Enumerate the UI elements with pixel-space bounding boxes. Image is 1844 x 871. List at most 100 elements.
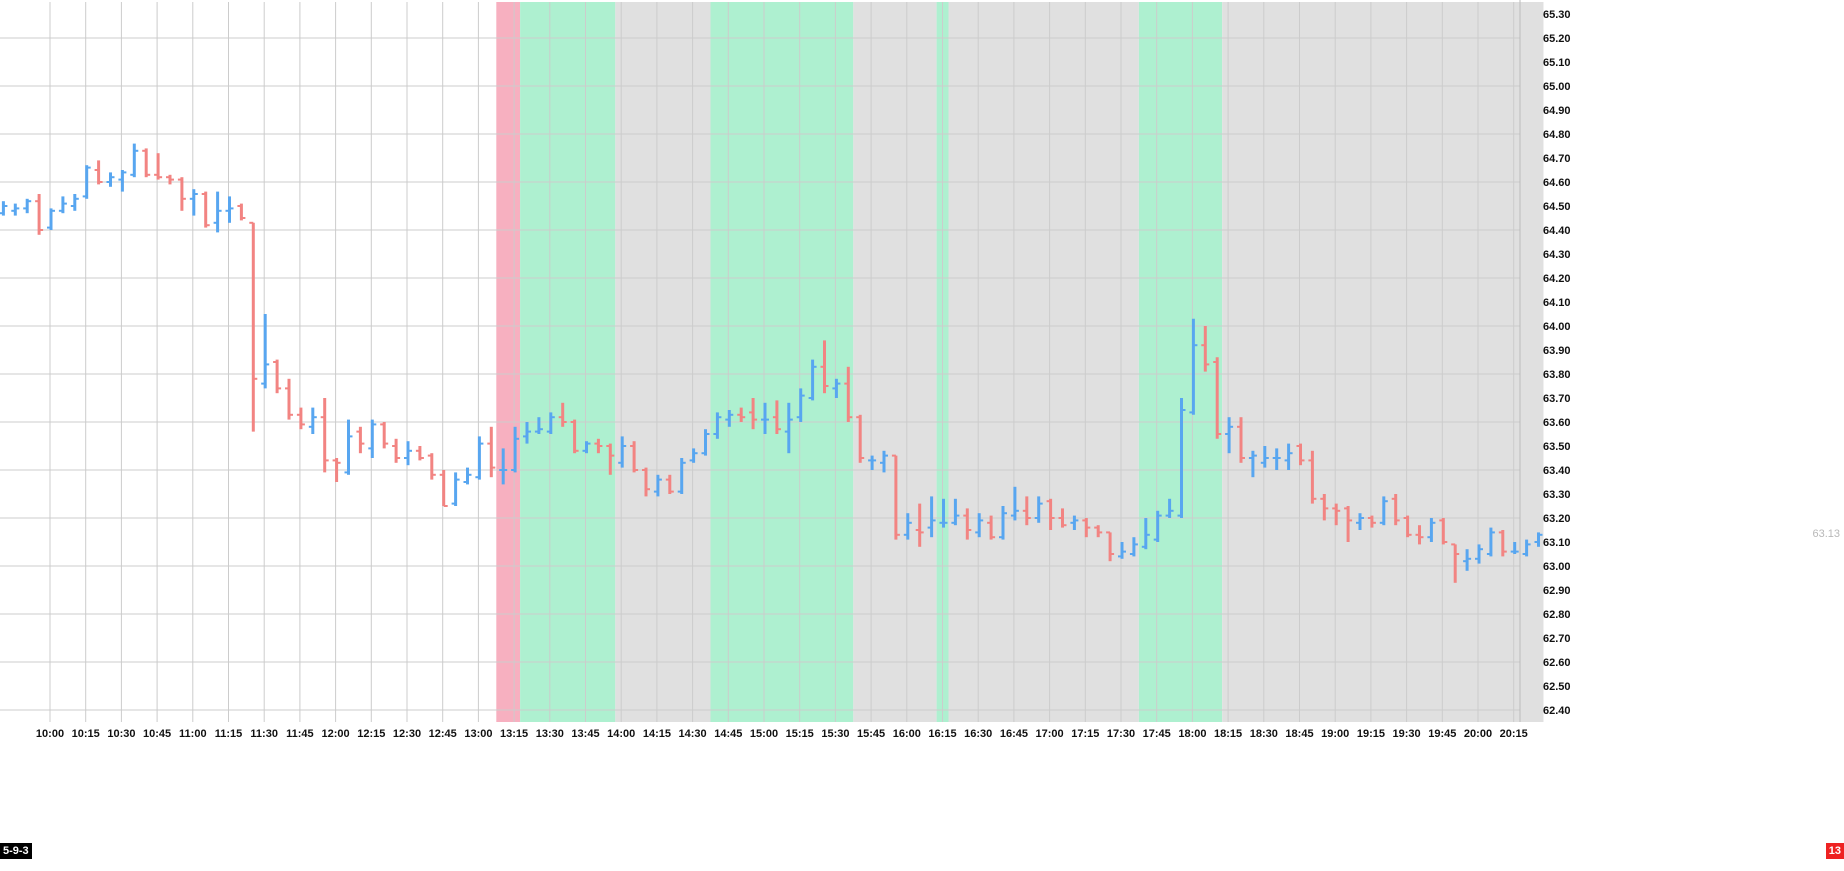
ohlc-bar bbox=[1415, 525, 1424, 545]
ohlc-bar bbox=[1034, 496, 1043, 523]
ohlc-bar bbox=[1225, 417, 1234, 454]
ohlc-bar bbox=[213, 191, 222, 233]
ohlc-bar bbox=[1058, 508, 1067, 528]
ohlc-bar bbox=[1534, 532, 1543, 547]
x-tick-label: 10:00 bbox=[36, 728, 64, 740]
ohlc-bar bbox=[1082, 518, 1091, 538]
ohlc-bar bbox=[1367, 515, 1376, 528]
y-tick-label: 63.20 bbox=[1543, 513, 1571, 525]
ohlc-bar bbox=[725, 410, 734, 427]
ohlc-bar bbox=[1165, 498, 1174, 518]
ohlc-bar bbox=[844, 366, 853, 422]
ohlc-bar bbox=[784, 402, 793, 454]
x-tick-label: 10:45 bbox=[143, 728, 171, 740]
y-tick-label: 62.40 bbox=[1543, 705, 1571, 717]
grid-lines bbox=[0, 0, 1521, 722]
x-tick-label: 11:15 bbox=[215, 728, 243, 740]
x-tick-label: 14:30 bbox=[679, 728, 707, 740]
ohlc-bar bbox=[570, 419, 579, 454]
ohlc-bar bbox=[1403, 515, 1412, 538]
ohlc-bar bbox=[1475, 544, 1483, 564]
ohlc-bar bbox=[308, 407, 317, 434]
ohlc-bar bbox=[594, 438, 603, 454]
x-tick-label: 19:45 bbox=[1428, 728, 1456, 740]
x-tick-label: 18:15 bbox=[1214, 728, 1242, 740]
y-tick-label: 64.50 bbox=[1543, 201, 1571, 213]
x-tick-label: 17:00 bbox=[1036, 728, 1064, 740]
ohlc-bar bbox=[118, 170, 127, 192]
ohlc-bar bbox=[499, 448, 508, 485]
ohlc-bar bbox=[154, 153, 163, 180]
ohlc-bar bbox=[927, 496, 936, 538]
y-tick-label: 63.70 bbox=[1543, 393, 1571, 405]
y-tick-label: 65.20 bbox=[1543, 33, 1571, 45]
band-green bbox=[1138, 2, 1223, 722]
ohlc-bar bbox=[915, 503, 924, 547]
ohlc-bar bbox=[534, 417, 543, 434]
ohlc-bar bbox=[1106, 531, 1115, 562]
ohlc-bar bbox=[47, 208, 55, 230]
symbol-tag: 5-9-3 bbox=[0, 843, 32, 859]
ohlc-bar bbox=[677, 458, 686, 494]
ohlc-bar bbox=[880, 450, 888, 473]
ohlc-bar bbox=[273, 359, 282, 394]
ohlc-bar bbox=[856, 414, 865, 463]
x-tick-label: 16:30 bbox=[964, 728, 992, 740]
y-tick-label: 63.00 bbox=[1543, 561, 1571, 573]
y-tick-label: 62.60 bbox=[1543, 657, 1571, 669]
x-tick-label: 11:00 bbox=[179, 728, 207, 740]
ohlc-bar bbox=[737, 407, 746, 422]
x-tick-label: 12:30 bbox=[393, 728, 421, 740]
ohlc-bar bbox=[868, 455, 877, 470]
ohlc-bar bbox=[796, 388, 805, 422]
x-tick-label: 20:00 bbox=[1464, 728, 1492, 740]
x-tick-label: 13:15 bbox=[500, 728, 528, 740]
ohlc-bar bbox=[189, 189, 198, 216]
ohlc-bar bbox=[999, 506, 1007, 540]
y-tick-label: 64.10 bbox=[1543, 297, 1571, 309]
ohlc-bar bbox=[356, 426, 365, 454]
ohlc-bar bbox=[963, 508, 972, 540]
ohlc-bar bbox=[1118, 542, 1126, 559]
ohlc-bar bbox=[951, 498, 960, 526]
ohlc-bar bbox=[1451, 543, 1460, 583]
ohlc-bar bbox=[546, 412, 555, 434]
ohlc-bar bbox=[201, 191, 210, 228]
ohlc-bar bbox=[237, 203, 246, 221]
x-tick-label: 11:45 bbox=[286, 728, 314, 740]
x-tick-label: 13:00 bbox=[464, 728, 492, 740]
y-axis: 65.30 65.20 65.10 65.00 64.90 64.80 64.70 64.60… bbox=[1543, 9, 1571, 717]
y-tick-label: 63.90 bbox=[1543, 345, 1571, 357]
ohlc-bar bbox=[415, 446, 424, 461]
ohlc-bar bbox=[427, 453, 436, 480]
ohlc-bar bbox=[558, 402, 567, 427]
ohlc-bar bbox=[130, 143, 139, 178]
ohlc-bar bbox=[618, 436, 627, 468]
ohlc-bar bbox=[665, 474, 674, 494]
ohlc-bar bbox=[582, 441, 591, 454]
x-tick-label: 15:45 bbox=[857, 728, 885, 740]
x-tick-label: 15:15 bbox=[786, 728, 814, 740]
ohlc-bar bbox=[1272, 448, 1281, 470]
ohlc-bar bbox=[368, 419, 377, 458]
ohlc-bar bbox=[832, 378, 841, 398]
ohlc-bar bbox=[939, 498, 948, 528]
y-tick-label: 62.90 bbox=[1543, 585, 1571, 597]
ohlc-bar bbox=[0, 201, 8, 216]
x-tick-label: 10:30 bbox=[107, 728, 135, 740]
ohlc-bar bbox=[1141, 518, 1150, 550]
ohlc-bar bbox=[142, 148, 151, 178]
ohlc-bar bbox=[249, 221, 258, 432]
ohlc-bar bbox=[1308, 450, 1317, 504]
ohlc-bar bbox=[1189, 318, 1198, 415]
ohlc-bar bbox=[1201, 326, 1210, 372]
y-tick-label: 64.70 bbox=[1543, 153, 1571, 165]
ohlc-bar bbox=[94, 160, 103, 185]
y-tick-label: 64.90 bbox=[1543, 105, 1571, 117]
y-tick-label: 65.00 bbox=[1543, 81, 1571, 93]
x-tick-label: 19:00 bbox=[1321, 728, 1349, 740]
y-tick-label: 62.50 bbox=[1543, 681, 1571, 693]
ohlc-bar bbox=[1010, 486, 1019, 521]
price-flag: 13 bbox=[1825, 843, 1844, 859]
